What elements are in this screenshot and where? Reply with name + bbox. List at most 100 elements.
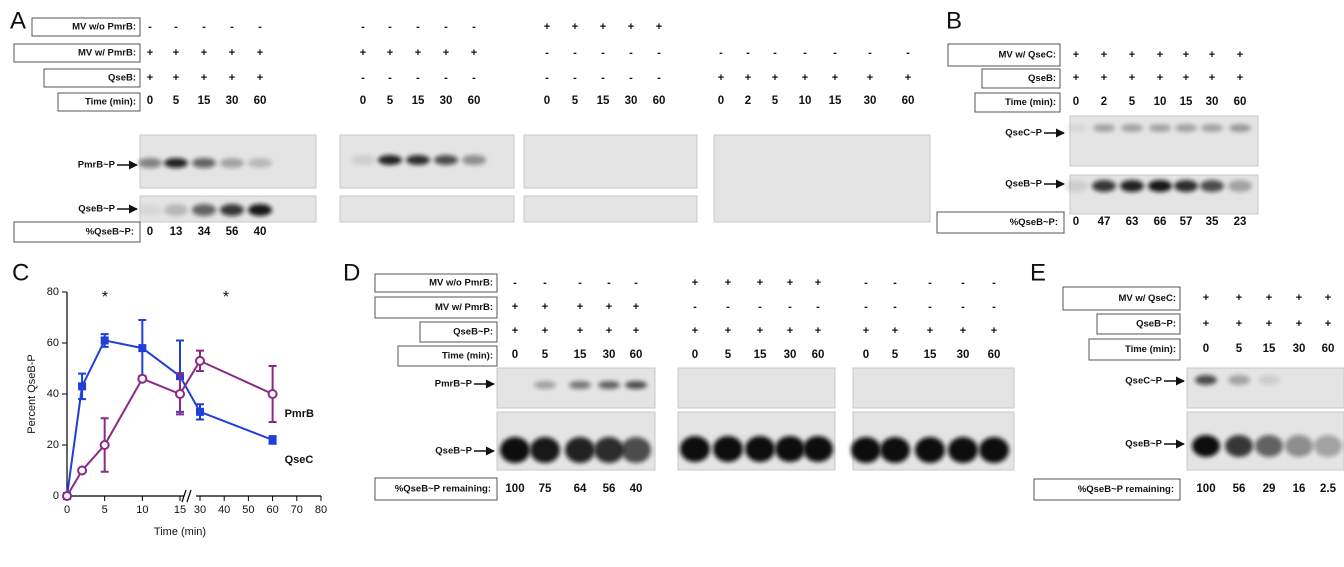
- lane-sign: +: [725, 325, 731, 337]
- lane-time: 30: [1293, 343, 1306, 355]
- lane-sign: -: [893, 301, 897, 313]
- lane-sign: +: [443, 47, 449, 59]
- lane-time: 15: [924, 349, 937, 361]
- point: [78, 382, 86, 390]
- lane-sign: +: [173, 72, 179, 84]
- gel-band: [138, 158, 162, 168]
- lane-sign: -: [416, 72, 420, 84]
- point: [101, 441, 109, 449]
- panel-letter: A: [10, 7, 26, 34]
- lane-sign: +: [147, 47, 153, 59]
- lane-sign: +: [692, 325, 698, 337]
- percent-value: 35: [1206, 216, 1219, 228]
- lane-sign: -: [864, 277, 868, 289]
- gel-band: [138, 204, 162, 216]
- lane-time: 30: [625, 95, 638, 107]
- lane-sign: -: [472, 72, 476, 84]
- percent-value: 57: [1180, 216, 1193, 228]
- percent-label: %QseB~P remaining:: [1078, 484, 1174, 495]
- gel-band: [534, 381, 556, 389]
- page: { "panels": { "A": { "letter": "A", "row…: [0, 0, 1344, 567]
- lane-sign: +: [201, 72, 207, 84]
- lane-sign: +: [229, 72, 235, 84]
- lane-sign: -: [601, 72, 605, 84]
- gel-band: [1229, 124, 1251, 132]
- lane-time: 5: [387, 95, 394, 107]
- lane-time: 0: [863, 349, 869, 361]
- lane-time: 2: [745, 95, 751, 107]
- percent-value: 63: [1126, 216, 1139, 228]
- percent-value: 56: [1233, 483, 1246, 495]
- point: [176, 390, 184, 398]
- gel-label: QseB~P: [1125, 439, 1162, 450]
- gel-label: QseB~P: [1005, 179, 1042, 190]
- gel-band: [745, 436, 775, 462]
- lane-sign: -: [545, 47, 549, 59]
- lane-sign: +: [1296, 292, 1302, 304]
- lane-sign: +: [512, 301, 518, 313]
- gel-band: [1314, 435, 1342, 457]
- lane-sign: -: [961, 301, 965, 313]
- lane-sign: +: [1296, 318, 1302, 330]
- gel: [714, 135, 930, 222]
- row-label: MV w/ QseC:: [1118, 293, 1176, 304]
- lane-time: 30: [440, 95, 453, 107]
- row-label: Time (min):: [1005, 97, 1056, 108]
- x-tick-label: 40: [218, 504, 230, 516]
- lane-sign: +: [257, 72, 263, 84]
- lane-sign: +: [1129, 49, 1135, 61]
- gel-band: [406, 155, 430, 165]
- lane-sign: -: [758, 301, 762, 313]
- gel-band: [1093, 124, 1115, 132]
- lane-sign: -: [816, 301, 820, 313]
- gel-band: [192, 204, 216, 216]
- y-tick-label: 60: [47, 337, 59, 349]
- lane-sign: +: [725, 277, 731, 289]
- y-tick-label: 40: [47, 388, 59, 400]
- gel-band: [569, 381, 591, 389]
- lane-time: 60: [468, 95, 481, 107]
- gel-band: [248, 204, 272, 216]
- point: [63, 492, 71, 500]
- gel-band: [803, 436, 833, 462]
- lane-sign: +: [173, 47, 179, 59]
- lane-sign: +: [1129, 72, 1135, 84]
- lane-time: 0: [147, 95, 153, 107]
- point: [138, 344, 146, 352]
- gel-band: [851, 437, 881, 463]
- x-tick-label: 50: [242, 504, 254, 516]
- lane-sign: -: [230, 21, 234, 33]
- lane-sign: -: [543, 277, 547, 289]
- lane-time: 15: [1180, 96, 1193, 108]
- gel: [340, 196, 514, 222]
- figure: AMV w/o PmrB:MV w/ PmrB:QseB:Time (min):…: [0, 0, 1344, 567]
- lane-sign: +: [867, 72, 873, 84]
- gel-band: [164, 204, 188, 216]
- lane-sign: -: [961, 277, 965, 289]
- lane-sign: +: [387, 47, 393, 59]
- percent-value: 56: [603, 483, 616, 495]
- lane-sign: +: [1266, 292, 1272, 304]
- gel-band: [594, 437, 624, 463]
- row-label: QseB~P:: [453, 327, 493, 338]
- lane-time: 15: [829, 95, 842, 107]
- gel: [678, 368, 835, 408]
- lane-time: 60: [254, 95, 267, 107]
- lane-sign: +: [628, 21, 634, 33]
- lane-sign: +: [718, 72, 724, 84]
- lane-sign: +: [1203, 318, 1209, 330]
- gel-band: [880, 437, 910, 463]
- gel-band: [1255, 435, 1283, 457]
- gel-band: [1175, 124, 1197, 132]
- lane-sign: -: [174, 21, 178, 33]
- lane-sign: -: [864, 301, 868, 313]
- lane-sign: -: [726, 301, 730, 313]
- panel-letter: E: [1030, 259, 1046, 286]
- lane-sign: -: [416, 21, 420, 33]
- lane-sign: -: [513, 277, 517, 289]
- x-tick-label: 70: [291, 504, 303, 516]
- gel-label: QseC~P: [1005, 128, 1042, 139]
- lane-sign: -: [788, 301, 792, 313]
- series-label: PmrB: [285, 408, 314, 420]
- lane-time: 0: [1073, 96, 1079, 108]
